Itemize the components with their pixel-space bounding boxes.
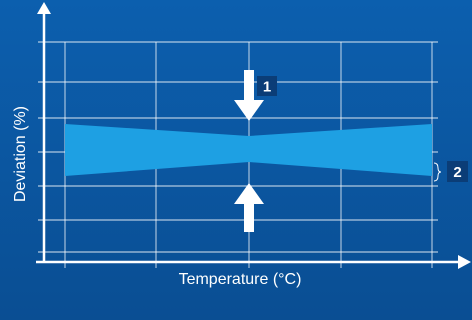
compression-arrows [234, 70, 264, 232]
brace-icon [433, 162, 442, 182]
axes [36, 2, 471, 269]
marker-2: 2 [433, 161, 468, 182]
arrow-up-icon [234, 183, 264, 232]
marker-1-label: 1 [263, 79, 271, 96]
marker-2-label: 2 [453, 164, 461, 181]
x-axis-arrow-icon [458, 255, 471, 269]
marker-1-badge [257, 76, 277, 96]
marker-1: 1 [257, 76, 277, 96]
y-axis-arrow-icon [37, 2, 51, 14]
y-axis-label: Deviation (%) [12, 106, 29, 202]
tolerance-band [65, 124, 432, 176]
x-axis-label: Temperature (°C) [179, 271, 302, 288]
arrow-down-icon [234, 70, 264, 121]
marker-2-badge [447, 161, 468, 182]
